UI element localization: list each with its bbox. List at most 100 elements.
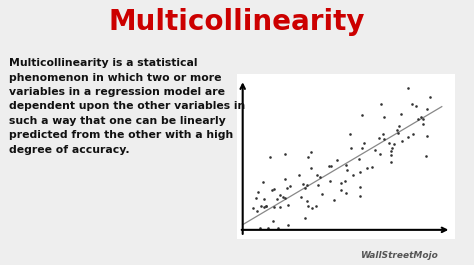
Point bbox=[380, 115, 387, 119]
Point bbox=[249, 205, 257, 210]
Point bbox=[259, 180, 266, 184]
Point bbox=[368, 165, 375, 169]
Point bbox=[325, 164, 333, 169]
Point bbox=[422, 154, 430, 158]
Point bbox=[303, 183, 311, 187]
Point bbox=[393, 127, 401, 132]
Point bbox=[423, 134, 430, 138]
Point bbox=[301, 186, 309, 190]
Point bbox=[262, 204, 269, 208]
Text: Multicollinearity: Multicollinearity bbox=[109, 8, 365, 36]
Point bbox=[297, 195, 305, 199]
Point bbox=[414, 117, 422, 121]
Point bbox=[398, 112, 405, 116]
Point bbox=[426, 95, 434, 100]
Point bbox=[279, 195, 287, 199]
Point bbox=[390, 142, 397, 146]
Point bbox=[412, 104, 420, 108]
Point bbox=[380, 132, 387, 136]
Point bbox=[276, 193, 284, 197]
Point bbox=[270, 205, 278, 209]
Point bbox=[355, 157, 363, 161]
Point bbox=[337, 181, 345, 185]
Point bbox=[268, 188, 275, 192]
Point bbox=[307, 166, 315, 170]
Point bbox=[419, 122, 427, 126]
Point bbox=[387, 153, 395, 157]
Point bbox=[359, 145, 366, 150]
Point bbox=[326, 179, 334, 183]
Point bbox=[304, 204, 312, 208]
Point bbox=[372, 148, 379, 152]
Point bbox=[394, 131, 401, 135]
Point bbox=[287, 184, 294, 188]
Point bbox=[349, 173, 357, 177]
Point bbox=[262, 204, 269, 209]
Point bbox=[283, 186, 291, 191]
Point bbox=[404, 86, 411, 90]
Point bbox=[274, 226, 282, 230]
Point bbox=[333, 158, 341, 162]
Point bbox=[273, 197, 281, 201]
Point bbox=[316, 175, 323, 179]
Point bbox=[330, 198, 338, 202]
Point bbox=[264, 226, 272, 230]
Text: Multicollinearity is a statistical
phenomenon in which two or more
variables in : Multicollinearity is a statistical pheno… bbox=[9, 58, 246, 155]
Point bbox=[269, 219, 277, 224]
Point bbox=[356, 185, 364, 189]
Point bbox=[341, 179, 348, 183]
Point bbox=[303, 199, 311, 203]
Point bbox=[314, 183, 322, 187]
Point bbox=[307, 150, 315, 154]
Point bbox=[256, 226, 264, 230]
Point bbox=[270, 187, 277, 191]
Point bbox=[419, 117, 427, 121]
Point bbox=[342, 191, 350, 195]
Point bbox=[346, 132, 354, 136]
Point bbox=[282, 152, 289, 156]
Point bbox=[388, 146, 396, 150]
Point bbox=[252, 196, 260, 200]
Point bbox=[376, 152, 383, 156]
Point bbox=[319, 192, 326, 196]
Point bbox=[343, 163, 350, 167]
Point bbox=[377, 101, 384, 106]
Point bbox=[304, 154, 312, 159]
Point bbox=[395, 124, 403, 128]
Point bbox=[404, 135, 412, 139]
Point bbox=[418, 114, 425, 119]
Text: WallStreetMojo: WallStreetMojo bbox=[360, 251, 438, 260]
Point bbox=[281, 196, 289, 200]
Point bbox=[313, 204, 320, 209]
Point bbox=[387, 149, 395, 153]
Point bbox=[276, 205, 284, 209]
Point bbox=[255, 189, 262, 194]
Point bbox=[313, 173, 320, 177]
Point bbox=[423, 107, 431, 111]
Point bbox=[260, 197, 267, 201]
Point bbox=[380, 137, 388, 141]
Point bbox=[343, 168, 350, 172]
Point bbox=[266, 155, 273, 160]
Point bbox=[295, 173, 302, 177]
Point bbox=[410, 132, 417, 136]
Point bbox=[356, 170, 364, 174]
Point bbox=[299, 182, 307, 187]
Point bbox=[284, 223, 292, 227]
Point bbox=[328, 164, 335, 168]
Point bbox=[308, 206, 316, 211]
Point bbox=[363, 166, 371, 170]
Point bbox=[358, 113, 365, 117]
Point bbox=[387, 160, 395, 164]
Point bbox=[282, 177, 289, 182]
Point bbox=[376, 136, 383, 140]
Point bbox=[361, 140, 368, 145]
Point bbox=[260, 205, 268, 209]
Point bbox=[347, 146, 355, 151]
Point bbox=[356, 194, 364, 198]
Point bbox=[337, 188, 345, 193]
Point bbox=[385, 141, 393, 145]
Point bbox=[253, 209, 261, 213]
Point bbox=[257, 204, 264, 208]
Point bbox=[408, 102, 416, 107]
